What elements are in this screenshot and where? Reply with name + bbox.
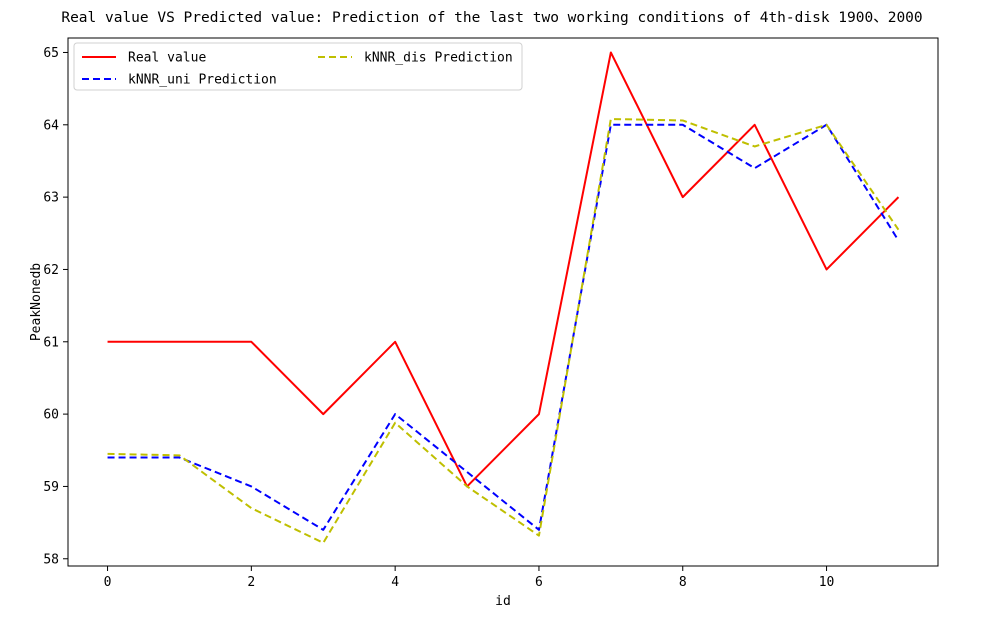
x-tick-label: 2: [247, 575, 255, 590]
x-tick-label: 10: [819, 575, 835, 590]
legend: Real value kNNR_uni Prediction kNNR_dis Pr…: [73, 42, 523, 91]
chart-title: Real value VS Predicted value: Predictio…: [61, 10, 922, 26]
y-tick-label: 59: [43, 480, 59, 495]
y-tick-label: 61: [43, 335, 59, 350]
y-axis-label: PeakNonedb: [29, 263, 44, 341]
x-tick-label: 6: [535, 575, 543, 590]
legend-label-0: Real value: [128, 51, 206, 66]
plot-area-frame: [67, 37, 939, 567]
y-tick-label: 62: [43, 263, 59, 278]
legend-label-1: kNNR_uni Prediction: [128, 73, 277, 88]
y-tick-label: 64: [43, 118, 59, 133]
legend-label-2: kNNR_dis Prediction: [364, 51, 513, 66]
y-tick-label: 58: [43, 552, 59, 567]
legend-frame: [73, 42, 523, 91]
x-tick-label: 8: [679, 575, 687, 590]
y-tick-label: 65: [43, 46, 59, 61]
series-line-1: [107, 123, 900, 531]
y-tick-label: 60: [43, 408, 59, 423]
y-tick-label: 63: [43, 191, 59, 206]
series-lines: [107, 51, 900, 544]
x-tick-label: 0: [104, 575, 112, 590]
x-axis-label: id: [495, 594, 511, 609]
x-tick-label: 4: [391, 575, 399, 590]
y-axis: 58 59 60 61 62 63 64 65: [43, 46, 68, 567]
series-line-0: [107, 51, 900, 488]
series-line-2: [107, 118, 900, 544]
x-axis: 0 2 4 6 8 10: [104, 566, 835, 590]
